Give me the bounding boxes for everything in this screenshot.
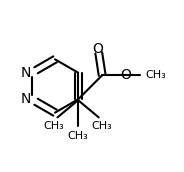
Text: CH₃: CH₃	[44, 121, 64, 131]
Text: CH₃: CH₃	[145, 70, 166, 80]
Text: N: N	[21, 92, 31, 106]
Text: CH₃: CH₃	[92, 121, 113, 131]
Text: CH₃: CH₃	[68, 131, 89, 141]
Text: O: O	[92, 42, 103, 56]
Text: N: N	[21, 66, 31, 80]
Text: O: O	[120, 68, 131, 82]
